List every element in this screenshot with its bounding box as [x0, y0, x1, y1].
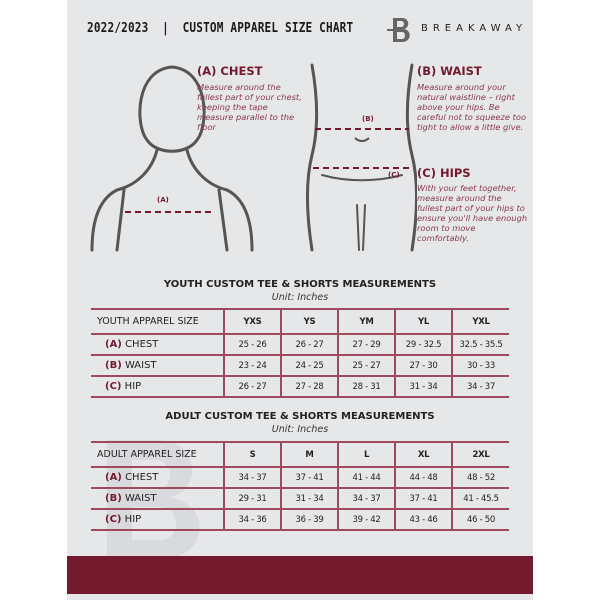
size-header: 2XL [451, 441, 509, 468]
table-cell: 46 - 50 [451, 508, 509, 531]
table-row: (A) CHEST 34 - 37 37 - 41 41 - 44 44 - 48 48 … [91, 466, 509, 489]
hips-marker: (C) [388, 171, 400, 179]
table-row: (C) HIP 26 - 27 27 - 28 28 - 31 31 - 34 34 - … [91, 375, 509, 398]
table-cell: 31 - 34 [394, 375, 452, 398]
table-cell: 41 - 45.5 [451, 487, 509, 510]
table-cell: 36 - 39 [280, 508, 338, 531]
measurement-label: (A) CHEST [91, 466, 224, 489]
measurement-label: (C) HIP [91, 508, 224, 531]
youth-unit: Unit: Inches [271, 292, 329, 303]
table-cell: 23 - 24 [223, 354, 281, 377]
measurement-name: CHEST [125, 472, 159, 483]
measurement-name: WAIST [124, 360, 157, 371]
table-cell: 37 - 41 [394, 487, 452, 510]
chest-marker: (A) [157, 196, 169, 204]
brand-name: BREAKAWAY [421, 23, 528, 34]
size-header: YL [394, 308, 452, 335]
size-header: YXS [223, 308, 281, 335]
size-header: L [337, 441, 395, 468]
table-cell: 30 - 33 [451, 354, 509, 377]
footer-band [67, 556, 533, 594]
measurement-code: (C) [105, 381, 122, 392]
table-row: (B) WAIST 29 - 31 31 - 34 34 - 37 37 - 41 41 … [91, 487, 509, 510]
measurement-label: (A) CHEST [91, 333, 224, 356]
table-cell: 28 - 31 [337, 375, 395, 398]
measurement-name: CHEST [125, 339, 159, 350]
table-cell: 29 - 32.5 [394, 333, 452, 356]
measurement-name: HIP [124, 381, 142, 392]
table-cell: 39 - 42 [337, 508, 395, 531]
waist-description: Measure around your natural waistline – … [417, 82, 527, 132]
size-chart-page: 2022/2023 | CUSTOM APPAREL SIZE CHART BR… [67, 0, 533, 600]
breakaway-logo-icon [387, 18, 410, 42]
measurement-code: (A) [105, 339, 122, 350]
table-cell: 27 - 30 [394, 354, 452, 377]
measurement-label: (C) HIP [91, 375, 224, 398]
size-header: YM [337, 308, 395, 335]
table-cell: 27 - 29 [337, 333, 395, 356]
size-header: M [280, 441, 338, 468]
table-cell: 34 - 37 [337, 487, 395, 510]
measurement-code: (A) [105, 472, 122, 483]
table-cell: 34 - 36 [223, 508, 281, 531]
measurement-label: (B) WAIST [91, 487, 224, 510]
size-label: ADULT APPAREL SIZE [91, 441, 224, 468]
youth-size-table: YOUTH APPAREL SIZE YXS YS YM YL YXL (A) CHEST 2… [91, 308, 509, 398]
size-header: YS [280, 308, 338, 335]
table-cell: 44 - 48 [394, 466, 452, 489]
hips-heading: (C) HIPS [417, 166, 471, 180]
table-cell: 41 - 44 [337, 466, 395, 489]
page-title: 2022/2023 | CUSTOM APPAREL SIZE CHART [87, 20, 354, 36]
size-header: YXL [451, 308, 509, 335]
youth-table-title: YOUTH CUSTOM TEE & SHORTS MEASUREMENTS [163, 279, 437, 290]
measurement-code: (B) [105, 360, 122, 371]
table-cell: 34 - 37 [451, 375, 509, 398]
hips-description: With your feet together, measure around … [417, 183, 528, 243]
table-row: (C) HIP 34 - 36 36 - 39 39 - 42 43 - 46 46 - … [91, 508, 509, 531]
table-cell: 34 - 37 [223, 466, 281, 489]
table-row: (A) CHEST 25 - 26 26 - 27 27 - 29 29 - 32.5 3… [91, 333, 509, 356]
measurement-name: WAIST [124, 493, 157, 504]
adult-unit: Unit: Inches [271, 424, 329, 435]
table-cell: 31 - 34 [280, 487, 338, 510]
table-cell: 26 - 27 [223, 375, 281, 398]
body-illustration [90, 63, 417, 252]
waist-heading: (B) WAIST [417, 64, 482, 78]
size-label: YOUTH APPAREL SIZE [91, 308, 224, 335]
chest-description: Measure around the fullest part of your … [197, 82, 302, 132]
table-cell: 29 - 31 [223, 487, 281, 510]
table-cell: 32.5 - 35.5 [451, 333, 509, 356]
adult-size-table: ADULT APPAREL SIZE S M L XL 2XL (A) CHEST 34 - … [91, 441, 509, 531]
table-cell: 43 - 46 [394, 508, 452, 531]
measurement-name: HIP [124, 514, 142, 525]
table-cell: 27 - 28 [280, 375, 338, 398]
table-cell: 25 - 26 [223, 333, 281, 356]
size-header: XL [394, 441, 452, 468]
measurement-code: (B) [105, 493, 122, 504]
table-cell: 25 - 27 [337, 354, 395, 377]
adult-table-title: ADULT CUSTOM TEE & SHORTS MEASUREMENTS [165, 411, 435, 422]
measurement-code: (C) [105, 514, 122, 525]
table-cell: 48 - 52 [451, 466, 509, 489]
measurement-label: (B) WAIST [91, 354, 224, 377]
chest-heading: (A) CHEST [197, 64, 263, 78]
table-cell: 24 - 25 [280, 354, 338, 377]
table-header-row: ADULT APPAREL SIZE S M L XL 2XL [91, 441, 509, 468]
waist-marker: (B) [362, 115, 374, 123]
size-header: S [223, 441, 281, 468]
table-cell: 26 - 27 [280, 333, 338, 356]
table-row: (B) WAIST 23 - 24 24 - 25 25 - 27 27 - 30 30 … [91, 354, 509, 377]
table-header-row: YOUTH APPAREL SIZE YXS YS YM YL YXL [91, 308, 509, 335]
table-cell: 37 - 41 [280, 466, 338, 489]
